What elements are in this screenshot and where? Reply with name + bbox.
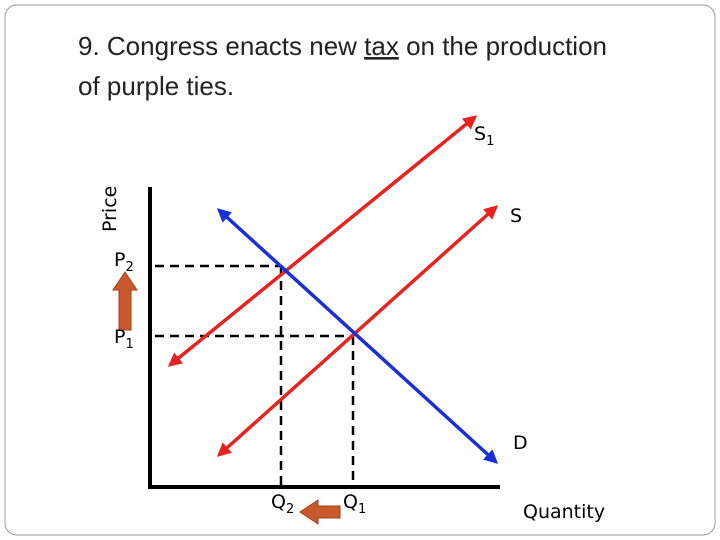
p1-label: P1: [114, 326, 134, 352]
demand-label: D: [513, 432, 528, 454]
label-main: Q: [343, 491, 358, 513]
y-axis-label: Price: [99, 186, 121, 232]
p2-label: P2: [114, 249, 134, 275]
quantity-left-arrow: [299, 499, 341, 525]
demand-curve: [216, 208, 499, 464]
label-main: P: [114, 326, 125, 348]
x-axis-label: Quantity: [523, 501, 605, 523]
label-sub: 2: [125, 260, 133, 275]
label-sub: 2: [286, 502, 294, 517]
new-supply-label: S1: [474, 123, 494, 149]
label-main: Q: [271, 491, 286, 513]
price-up-arrow: [112, 271, 138, 331]
label-sub: 1: [486, 134, 494, 149]
supply-label: S: [510, 205, 522, 227]
axes: [148, 187, 500, 489]
title-underlined: tax: [364, 31, 399, 61]
title-line-1: 9. Congress enacts new tax on the produc…: [78, 31, 607, 61]
q1-label: Q1: [343, 491, 366, 517]
label-sub: 1: [358, 502, 366, 517]
q2-label: Q2: [271, 491, 294, 517]
title-text: on the production: [399, 31, 607, 61]
label-main: S: [474, 123, 486, 145]
title-text: 9. Congress enacts new: [78, 31, 364, 61]
title-line-2: of purple ties.: [78, 71, 234, 101]
label-sub: 1: [125, 337, 133, 352]
label-main: P: [114, 249, 125, 271]
